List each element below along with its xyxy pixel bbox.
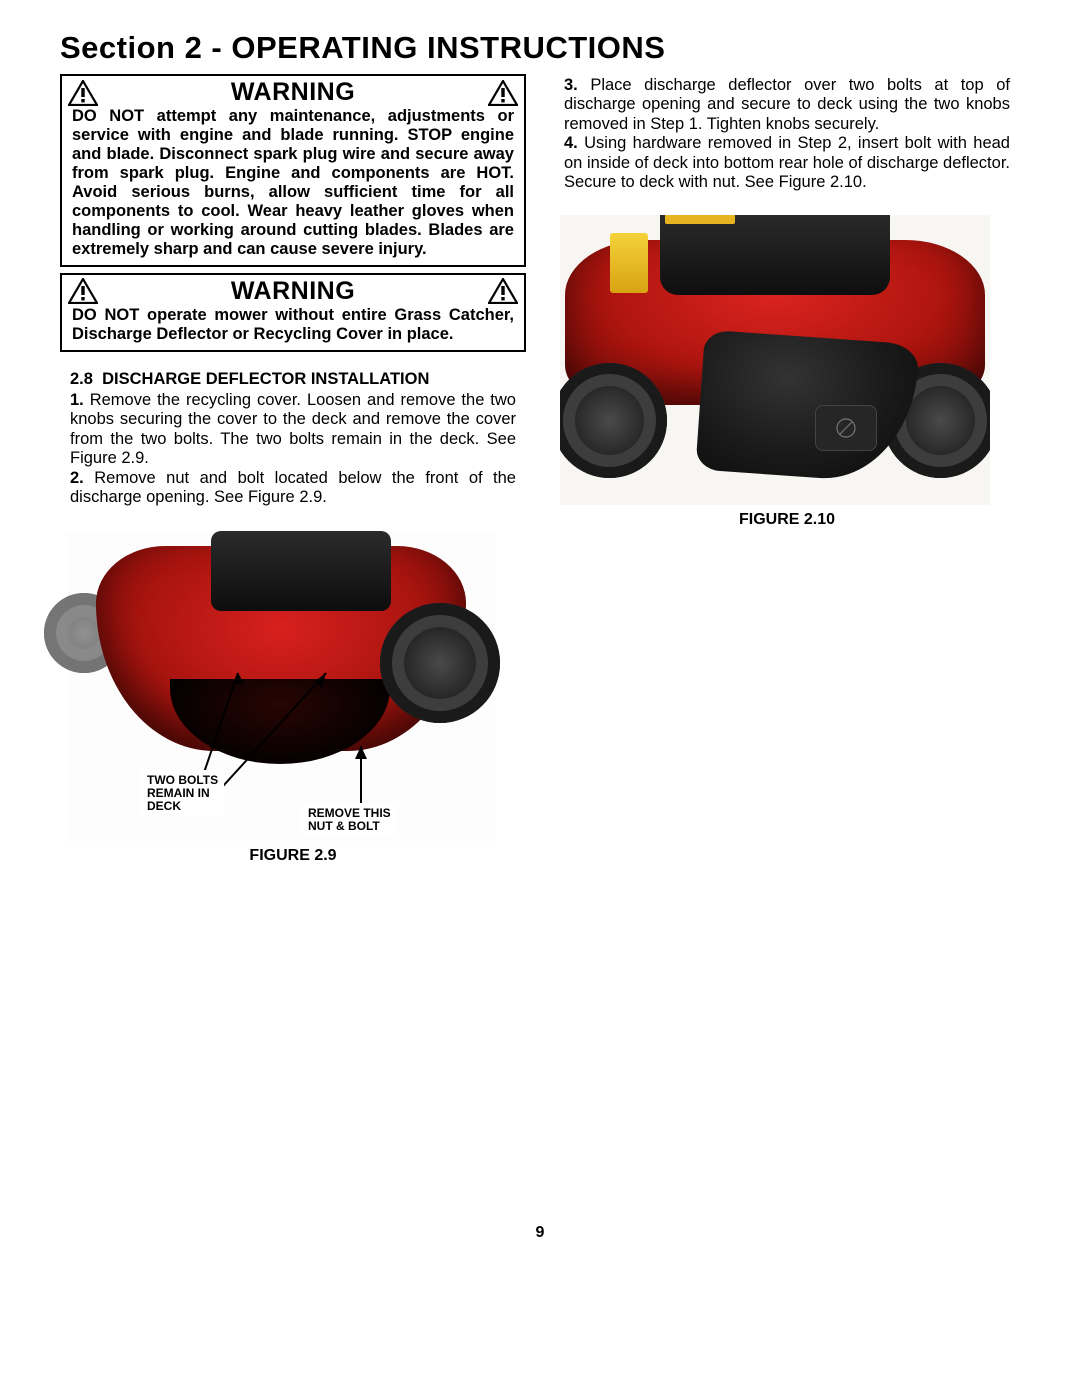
- step-number: 1.: [70, 391, 84, 409]
- step-3: 3. Place discharge deflector over two bo…: [554, 74, 1020, 134]
- subsection-title-text: DISCHARGE DEFLECTOR INSTALLATION: [102, 370, 429, 388]
- warning-box-2: WARNING DO NOT operate mower without ent…: [60, 273, 526, 352]
- warning-triangle-icon: [488, 80, 518, 106]
- subsection-number: 2.8: [70, 370, 93, 388]
- warning-box-1: WARNING DO NOT attempt any maintenance, …: [60, 74, 526, 267]
- figure-2-9-image: TWO BOLTS REMAIN IN DECK REMOVE THIS NUT…: [66, 531, 496, 841]
- step-1: 1. Remove the recycling cover. Loosen an…: [60, 391, 526, 469]
- two-column-layout: WARNING DO NOT attempt any maintenance, …: [60, 74, 1020, 865]
- warning-triangle-icon: [68, 80, 98, 106]
- engine-warning-label: [665, 215, 735, 224]
- step-text: Remove nut and bolt located below the fr…: [70, 469, 516, 506]
- figure-2-10: FIGURE 2.10: [554, 215, 1020, 529]
- step-text: Place discharge deflector over two bolts…: [564, 76, 1010, 133]
- callout-two-bolts: TWO BOLTS REMAIN IN DECK: [141, 770, 224, 818]
- step-text: Using hardware removed in Step 2, insert…: [564, 134, 1010, 191]
- page: Section 2 - OPERATING INSTRUCTIONS WARNI…: [0, 0, 1080, 1397]
- page-number: 9: [0, 1224, 1080, 1242]
- step-number: 4.: [564, 134, 578, 152]
- figure-caption: FIGURE 2.9: [66, 847, 520, 865]
- subsection-heading: 2.8 DISCHARGE DEFLECTOR INSTALLATION: [60, 370, 526, 389]
- deflector-safety-label: [815, 405, 877, 451]
- step-number: 2.: [70, 469, 84, 487]
- figure-caption: FIGURE 2.10: [560, 511, 1014, 529]
- engine-yellow-label: [610, 233, 648, 293]
- warning-header: WARNING: [62, 275, 524, 306]
- step-4: 4. Using hardware removed in Step 2, ins…: [554, 134, 1020, 192]
- section-title: Section 2 - OPERATING INSTRUCTIONS: [60, 30, 1020, 66]
- figure-2-9: TWO BOLTS REMAIN IN DECK REMOVE THIS NUT…: [60, 531, 526, 865]
- step-2: 2. Remove nut and bolt located below the…: [60, 469, 526, 508]
- left-column: WARNING DO NOT attempt any maintenance, …: [60, 74, 526, 865]
- step-text: Remove the recycling cover. Loosen and r…: [70, 391, 516, 467]
- warning-title: WARNING: [231, 277, 355, 306]
- figure-2-10-image: [560, 215, 990, 505]
- warning-header: WARNING: [62, 76, 524, 107]
- step-number: 3.: [564, 76, 578, 94]
- warning-title: WARNING: [231, 78, 355, 107]
- warning-body-text: DO NOT operate mower without entire Gras…: [62, 306, 524, 350]
- callout-remove-nut: REMOVE THIS NUT & BOLT: [302, 803, 397, 837]
- warning-body-text: DO NOT attempt any maintenance, adjustme…: [62, 107, 524, 265]
- warning-triangle-icon: [68, 278, 98, 304]
- warning-triangle-icon: [488, 278, 518, 304]
- callout-arrows: [66, 531, 496, 841]
- mower-engine: [660, 215, 890, 295]
- right-column: 3. Place discharge deflector over two bo…: [554, 74, 1020, 865]
